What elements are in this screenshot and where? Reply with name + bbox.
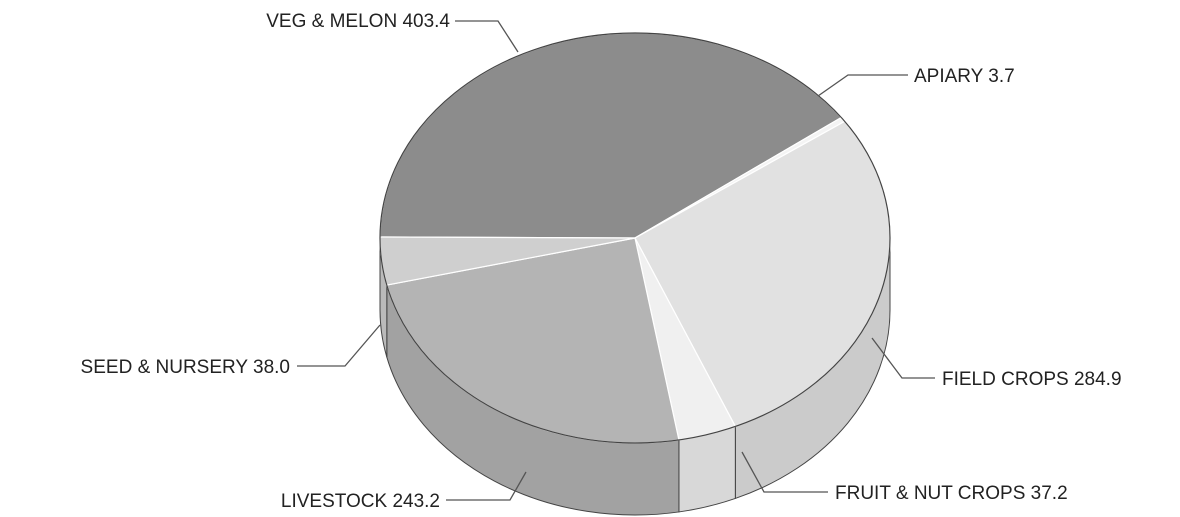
label-apiary: APIARY 3.7: [914, 66, 1015, 87]
leader-apiary: [817, 74, 908, 97]
pie-depth: [379, 237, 891, 516]
leader-seed-nursery: [297, 324, 381, 367]
label-field-crops: FIELD CROPS 284.9: [942, 369, 1122, 390]
label-livestock: LIVESTOCK 243.2: [281, 491, 440, 512]
pie-slices: [379, 32, 891, 444]
leader-fruit-nut: [741, 451, 828, 493]
label-fruit-nut: FRUIT & NUT CROPS 37.2: [835, 483, 1068, 504]
leader-lines: [297, 20, 935, 501]
leader-field-crops: [871, 337, 935, 379]
leader-livestock: [446, 471, 527, 501]
label-seed-nursery: SEED & NURSERY 38.0: [81, 357, 290, 378]
slice-labels: VEG & MELON 403.4 APIARY 3.7 FIELD CROPS…: [81, 11, 1122, 512]
label-veg-melon: VEG & MELON 403.4: [266, 11, 450, 32]
pie-rim: [379, 32, 891, 444]
side-fruit-nut-crops: [678, 425, 736, 513]
leader-veg-melon: [455, 20, 519, 53]
